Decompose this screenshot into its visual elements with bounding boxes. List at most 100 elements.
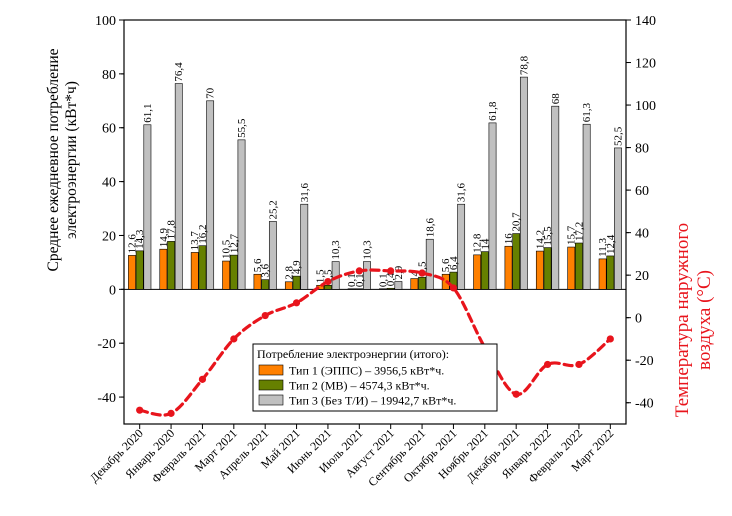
bar-data-label: 13,7 [189, 231, 201, 251]
bar-data-label: 15,5 [542, 226, 554, 246]
bar [237, 139, 246, 290]
bar-data-label: 17,8 [166, 220, 178, 240]
bar-data-label: 61,3 [581, 102, 593, 122]
legend-swatch [258, 364, 284, 376]
bar-data-label: 6,4 [448, 256, 460, 270]
bar [614, 147, 622, 290]
bar-data-label: 12,8 [472, 233, 484, 253]
y-tick-label: -40 [97, 391, 116, 406]
legend: Потребление электроэнергии (итого): Тип 1… [252, 343, 498, 412]
bar-data-label: 17,2 [573, 222, 585, 241]
bar-data-label: 11,3 [597, 238, 609, 257]
bar [135, 250, 144, 290]
bar-data-label: 5,6 [440, 258, 452, 272]
bar [543, 247, 552, 290]
bar-data-label: 10,3 [330, 240, 342, 260]
y2-tick-label: 20 [635, 269, 649, 284]
temperature-point [387, 267, 395, 275]
bar-data-label: 4,9 [291, 260, 303, 274]
bar [410, 278, 419, 290]
temperature-point [292, 299, 301, 307]
legend-swatch [258, 379, 284, 391]
bar [300, 203, 309, 290]
legend-title: Потребление электроэнергии (итого): [257, 347, 449, 361]
bar-data-label: 55,5 [236, 118, 248, 138]
bar-data-label: 0,4 [385, 272, 397, 286]
bar [386, 287, 395, 290]
bar [480, 251, 489, 290]
y2-tick-label: 140 [635, 14, 656, 29]
temperature-point [512, 390, 520, 398]
y2-tick-label: -40 [635, 397, 654, 412]
bar [159, 248, 168, 290]
bar [190, 252, 199, 290]
bar [575, 242, 583, 290]
temperature-point [543, 360, 552, 369]
bar-data-label: 1,5 [315, 269, 327, 283]
bar-data-label: 31,6 [299, 182, 311, 202]
bar [504, 245, 513, 290]
bar [206, 100, 215, 290]
y2-axis-title-line2: воздуха (°С) [694, 270, 715, 370]
bar-data-label: 61,8 [487, 101, 499, 121]
bar-data-label: 0,1 [354, 273, 366, 287]
bar [198, 245, 207, 290]
temperature-line [138, 268, 612, 417]
bar [567, 246, 576, 290]
temperature-layer [136, 267, 614, 417]
bar [174, 83, 183, 290]
bar [512, 233, 521, 290]
temperature-point [230, 335, 238, 343]
y2-tick-label: 120 [635, 57, 656, 72]
bar [425, 238, 434, 290]
bar [519, 76, 528, 290]
y-axis-title-line1: Среднее ежедневное потребление [45, 48, 62, 271]
bar-data-label: 16,2 [197, 224, 209, 243]
bars-layer [128, 76, 622, 290]
bar-data-label: 12,7 [228, 233, 240, 253]
bar-data-label: 14,9 [158, 227, 170, 247]
y-tick-label: 0 [109, 283, 116, 298]
bar-data-label: 61,1 [142, 104, 154, 123]
y-tick-label: -20 [97, 337, 116, 352]
bar [253, 273, 262, 290]
y2-tick-label: 80 [635, 142, 649, 157]
bar [418, 276, 426, 290]
plot-frame [123, 19, 627, 425]
bar-data-label: 10,5 [221, 239, 233, 259]
bar [488, 122, 497, 290]
y-tick-label: 100 [95, 14, 116, 29]
y-tick-label: 80 [102, 68, 116, 83]
y2-axis-title-line1: Температура наружного [672, 223, 693, 417]
bar-data-label: 25,2 [267, 200, 279, 219]
bar [229, 254, 238, 290]
bar-data-label: 12,6 [126, 234, 138, 254]
bar-data-label: 0,1 [346, 273, 358, 287]
bar-data-label: 3,6 [260, 263, 272, 277]
bar-data-label: 16 [503, 233, 515, 245]
bar [551, 105, 560, 290]
legend-label: Тип 2 (МВ) – 4574,3 кВт*ч. [289, 379, 430, 393]
temperature-point [449, 284, 458, 292]
legend-label: Тип 3 (Без Т/И) – 19942,7 кВт*ч. [289, 394, 456, 408]
y-axis-title-line2: электроэнергии (кВт*ч) [63, 81, 80, 239]
temperature-point [606, 335, 614, 343]
y-tick-label: 20 [102, 229, 116, 244]
temperature-point [136, 406, 144, 414]
bar-data-label: 15,7 [566, 225, 578, 245]
bar [582, 123, 591, 290]
bar-data-label: 20,7 [511, 212, 523, 232]
bar-data-label: 4 [409, 271, 421, 277]
temperature-point [261, 311, 269, 320]
bar-data-label: 70 [205, 87, 217, 99]
bar [324, 284, 332, 290]
bar-data-label: 31,6 [456, 182, 468, 202]
bar [167, 241, 175, 290]
bar [473, 254, 482, 290]
bar [535, 250, 544, 290]
temperature-point [198, 375, 207, 383]
y2-tick-label: -20 [635, 354, 654, 369]
bar [222, 260, 231, 290]
bar-data-label: 12,4 [605, 234, 617, 254]
